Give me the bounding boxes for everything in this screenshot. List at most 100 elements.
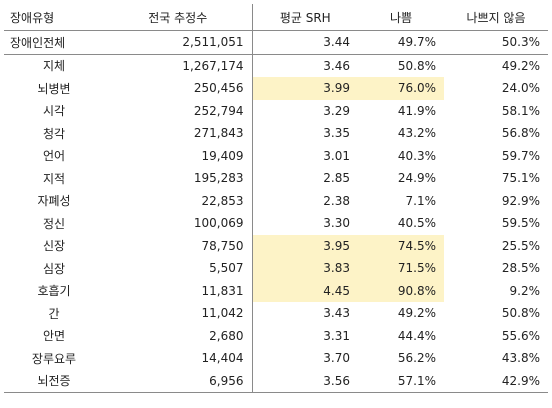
- cell-national-estimate: 11,831: [104, 279, 253, 302]
- cell-national-estimate: 1,267,174: [104, 54, 253, 77]
- cell-national-estimate: 5,507: [104, 257, 253, 280]
- table-row: 안면 2,680 3.31 44.4% 55.6%: [4, 324, 548, 347]
- cell-mean-srh: 3.35: [323, 126, 350, 141]
- cell-not-bad: 24.0%: [501, 81, 540, 96]
- cell-not-bad: 55.6%: [501, 328, 540, 343]
- cell-disability-type: 간: [48, 306, 60, 321]
- cell-disability-type: 심장: [42, 261, 66, 276]
- table-row: 장루요루 14,404 3.70 56.2% 43.8%: [4, 347, 548, 370]
- cell-mean-srh: 3.99: [252, 77, 358, 100]
- cell-not-bad: 28.5%: [501, 261, 540, 276]
- cell-not-bad: 59.5%: [501, 216, 540, 231]
- header-disability-type: 장애유형: [4, 4, 104, 31]
- cell-bad: 40.5%: [397, 216, 436, 231]
- cell-bad: 24.9%: [397, 171, 436, 186]
- table-row: 언어 19,409 3.01 40.3% 59.7%: [4, 144, 548, 167]
- cell-national-estimate: 14,404: [104, 347, 253, 370]
- cell-bad: 76.0%: [358, 77, 444, 100]
- table-row: 지적 195,283 2.85 24.9% 75.1%: [4, 167, 548, 190]
- cell-not-bad: 43.8%: [501, 351, 540, 366]
- cell-disability-type: 지적: [42, 171, 66, 186]
- cell-not-bad: 50.8%: [501, 306, 540, 321]
- cell-mean-srh: 4.45: [252, 279, 358, 302]
- cell-national-estimate: 100,069: [104, 212, 253, 235]
- cell-disability-type: 신장: [42, 239, 66, 254]
- header-mean-srh: 평균 SRH: [252, 4, 358, 31]
- cell-not-bad: 50.3%: [444, 30, 548, 55]
- cell-national-estimate: 6,956: [104, 369, 253, 393]
- cell-mean-srh: 3.30: [323, 216, 350, 231]
- cell-disability-type: 장애인전체: [4, 30, 104, 55]
- cell-national-estimate: 2,680: [104, 324, 253, 347]
- cell-mean-srh: 3.46: [323, 58, 350, 73]
- table-row: 간 11,042 3.43 49.2% 50.8%: [4, 302, 548, 325]
- table-row: 뇌전증 6,956 3.56 57.1% 42.9%: [4, 369, 548, 393]
- cell-mean-srh: 3.95: [252, 234, 358, 257]
- cell-disability-type: 언어: [42, 149, 66, 164]
- cell-mean-srh: 3.70: [323, 351, 350, 366]
- table-row: 청각 271,843 3.35 43.2% 56.8%: [4, 122, 548, 145]
- table-row: 장애인전체 2,511,051 3.44 49.7% 50.3%: [4, 30, 548, 55]
- cell-mean-srh: 3.01: [323, 148, 350, 163]
- cell-not-bad: 92.9%: [501, 193, 540, 208]
- cell-bad: 57.1%: [358, 369, 444, 393]
- table-row: 뇌병변 250,456 3.99 76.0% 24.0%: [4, 77, 548, 100]
- cell-disability-type: 정신: [42, 216, 66, 231]
- cell-bad: 74.5%: [358, 234, 444, 257]
- cell-national-estimate: 78,750: [104, 234, 253, 257]
- disability-srh-table: 장애유형 전국 추정수 평균 SRH 나쁨 나쁘지 않음 장애인전체 2,511,…: [4, 4, 548, 393]
- cell-mean-srh: 2.38: [323, 193, 350, 208]
- cell-bad: 49.2%: [397, 306, 436, 321]
- cell-not-bad: 42.9%: [444, 369, 548, 393]
- cell-bad: 43.2%: [397, 126, 436, 141]
- cell-mean-srh: 3.31: [323, 328, 350, 343]
- cell-bad: 41.9%: [397, 103, 436, 118]
- cell-national-estimate: 2,511,051: [104, 30, 253, 55]
- cell-disability-type: 지체: [42, 59, 66, 74]
- cell-bad: 56.2%: [397, 351, 436, 366]
- cell-bad: 44.4%: [397, 328, 436, 343]
- cell-not-bad: 59.7%: [501, 148, 540, 163]
- cell-mean-srh: 2.85: [323, 171, 350, 186]
- cell-not-bad: 75.1%: [501, 171, 540, 186]
- cell-disability-type: 뇌병변: [37, 81, 71, 96]
- cell-national-estimate: 195,283: [104, 167, 253, 190]
- cell-disability-type: 청각: [42, 126, 66, 141]
- cell-national-estimate: 19,409: [104, 144, 253, 167]
- table-row: 호흡기 11,831 4.45 90.8% 9.2%: [4, 279, 548, 302]
- cell-disability-type: 안면: [42, 329, 66, 344]
- cell-bad: 71.5%: [358, 257, 444, 280]
- cell-bad: 7.1%: [405, 193, 437, 208]
- cell-national-estimate: 22,853: [104, 189, 253, 212]
- cell-national-estimate: 252,794: [104, 99, 253, 122]
- table-row: 심장 5,507 3.83 71.5% 28.5%: [4, 257, 548, 280]
- header-bad: 나쁨: [358, 4, 444, 31]
- cell-not-bad: 56.8%: [501, 126, 540, 141]
- cell-disability-type: 호흡기: [37, 284, 71, 299]
- cell-not-bad: 9.2%: [509, 283, 541, 298]
- cell-bad: 90.8%: [358, 279, 444, 302]
- cell-mean-srh: 3.56: [252, 369, 358, 393]
- cell-mean-srh: 3.29: [323, 103, 350, 118]
- table-header: 장애유형 전국 추정수 평균 SRH 나쁨 나쁘지 않음: [4, 4, 548, 31]
- cell-national-estimate: 11,042: [104, 302, 253, 325]
- cell-disability-type: 뇌전증: [4, 369, 104, 393]
- table-row: 지체 1,267,174 3.46 50.8% 49.2%: [4, 54, 548, 77]
- table-row: 자폐성 22,853 2.38 7.1% 92.9%: [4, 189, 548, 212]
- cell-disability-type: 장루요루: [31, 351, 77, 366]
- cell-not-bad: 49.2%: [501, 58, 540, 73]
- cell-national-estimate: 250,456: [104, 77, 253, 100]
- table-body: 장애인전체 2,511,051 3.44 49.7% 50.3% 지체 1,267,174 3…: [4, 30, 548, 393]
- cell-bad: 40.3%: [397, 148, 436, 163]
- cell-disability-type: 시각: [42, 104, 66, 119]
- header-row: 장애유형 전국 추정수 평균 SRH 나쁨 나쁘지 않음: [4, 4, 548, 31]
- cell-bad: 49.7%: [358, 30, 444, 55]
- cell-disability-type: 자폐성: [37, 194, 71, 209]
- cell-bad: 50.8%: [397, 58, 436, 73]
- header-not-bad: 나쁘지 않음: [444, 4, 548, 31]
- cell-not-bad: 25.5%: [501, 238, 540, 253]
- cell-mean-srh: 3.83: [252, 257, 358, 280]
- cell-mean-srh: 3.43: [323, 306, 350, 321]
- table-row: 시각 252,794 3.29 41.9% 58.1%: [4, 99, 548, 122]
- header-national-estimate: 전국 추정수: [104, 4, 253, 31]
